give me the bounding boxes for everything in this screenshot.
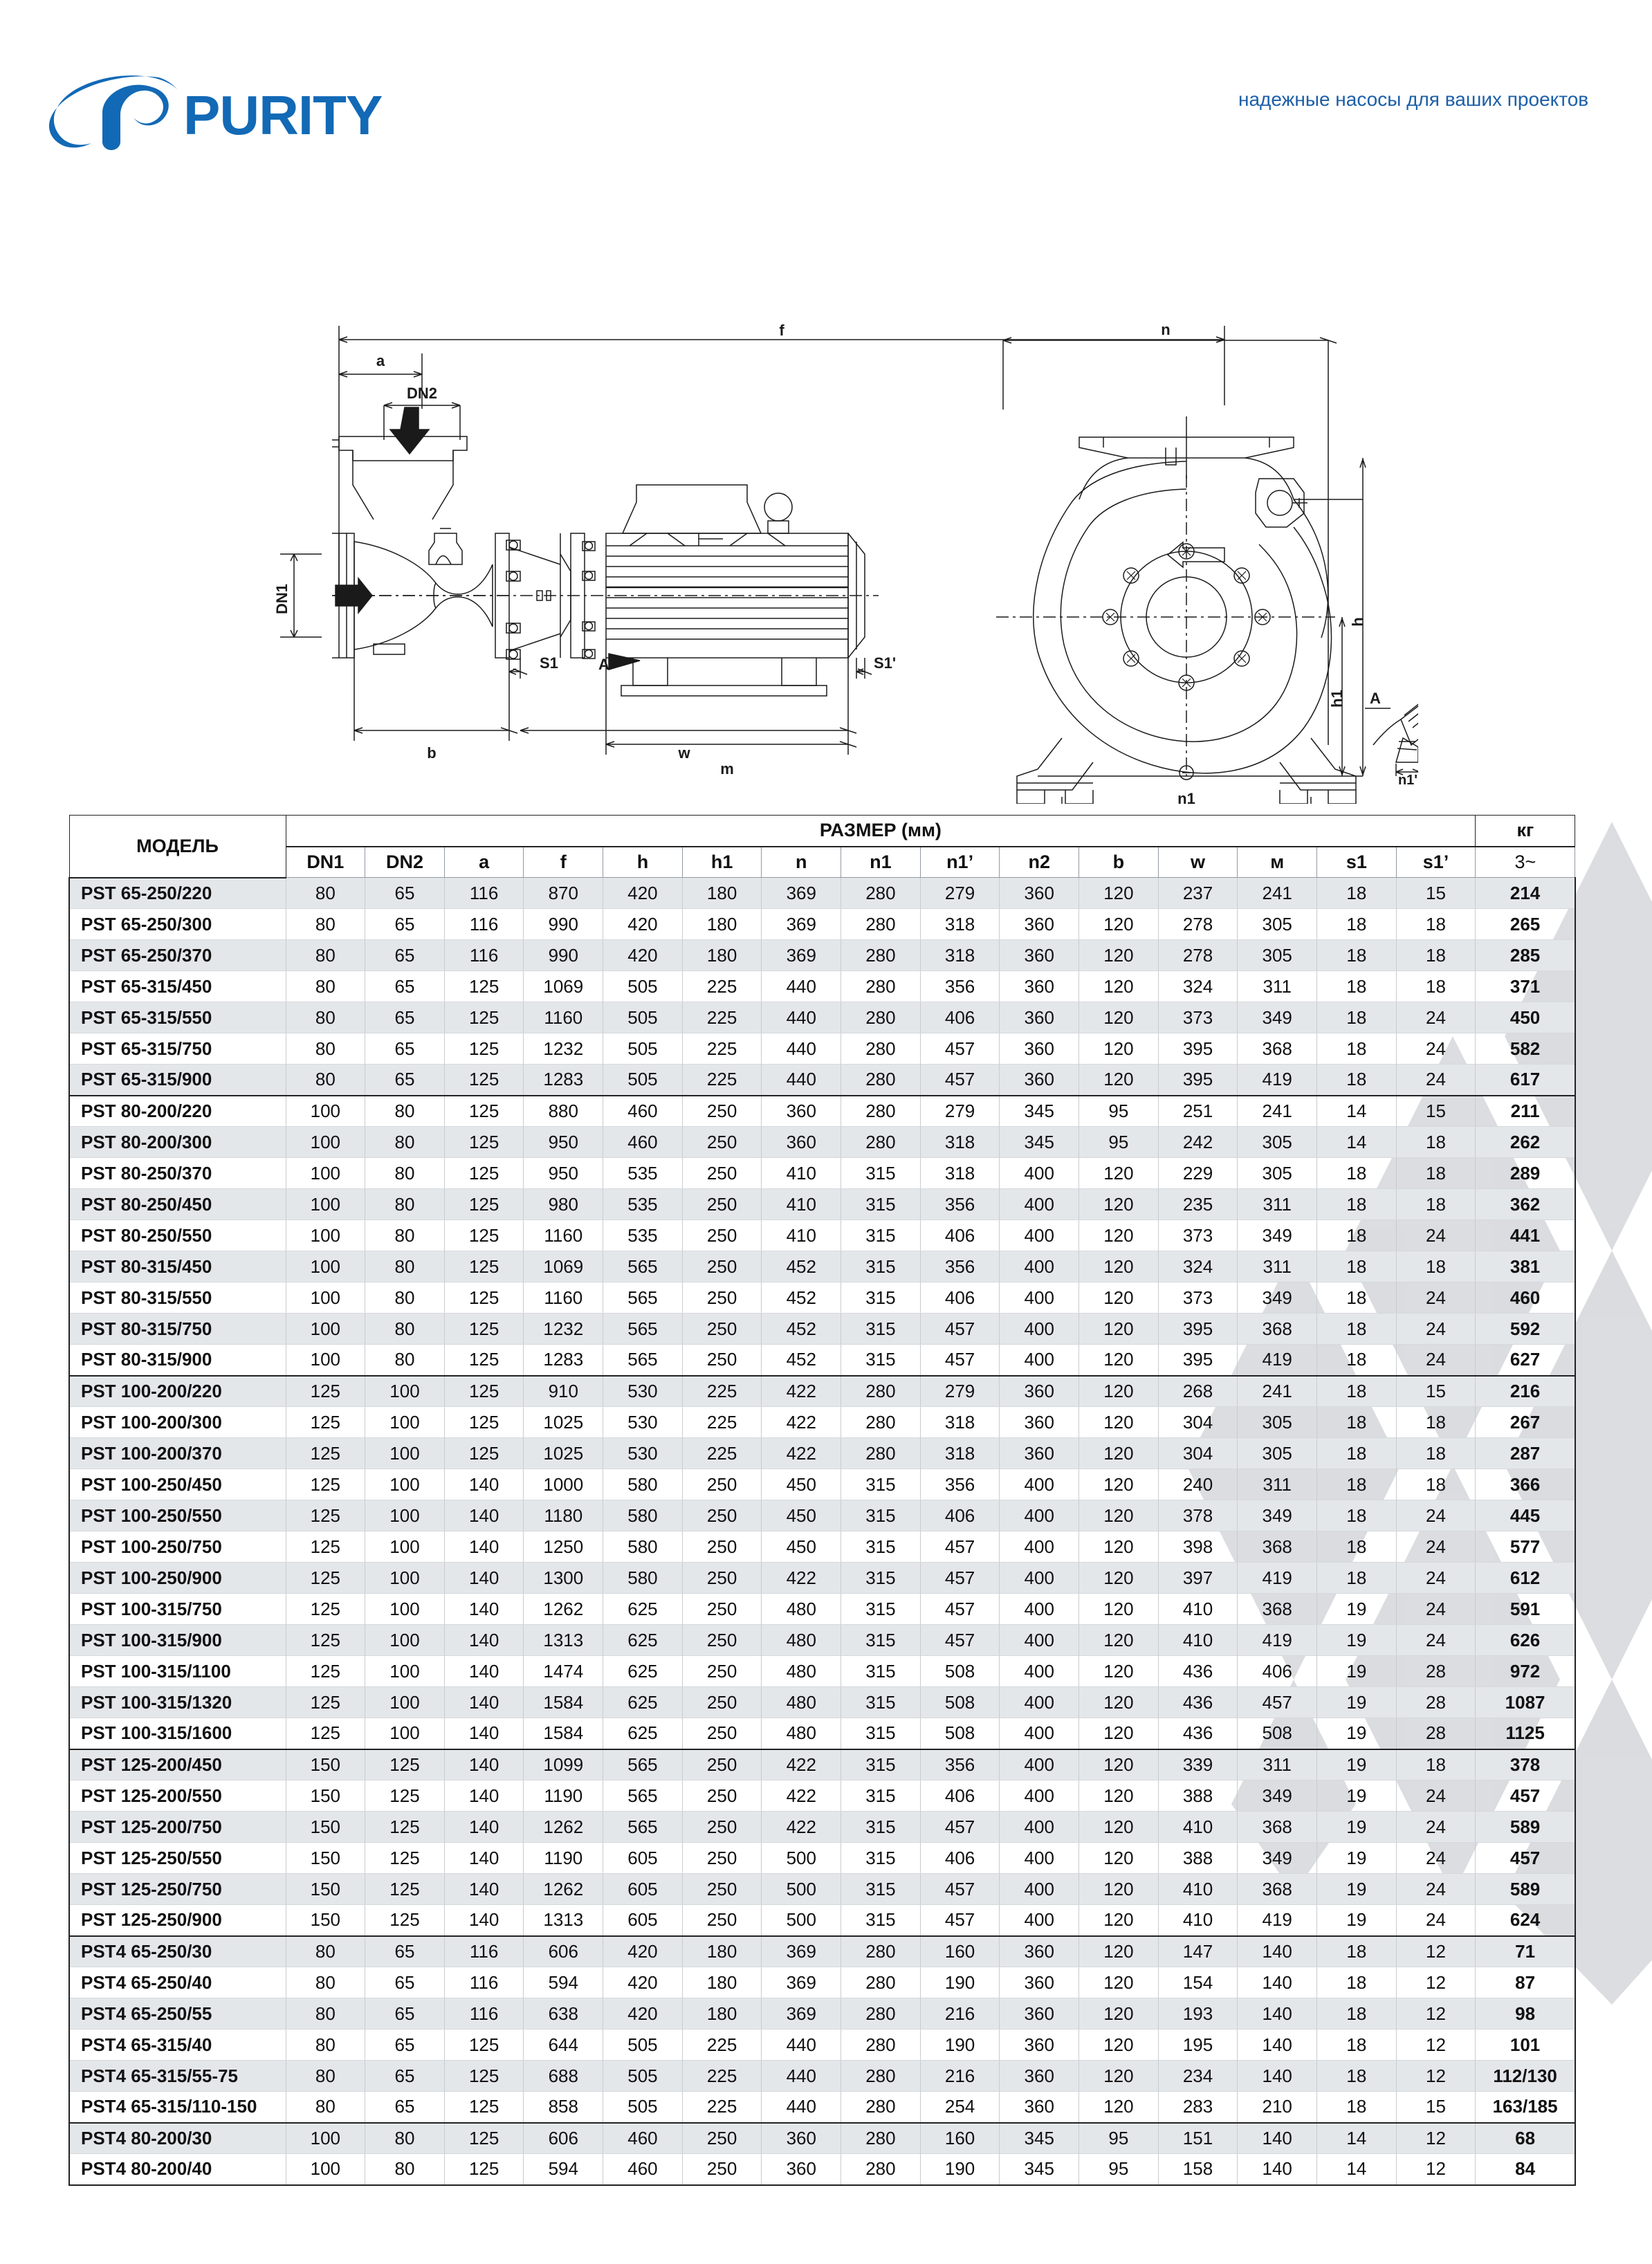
svg-text:m: m [720, 760, 734, 777]
svg-text:b: b [427, 744, 436, 762]
svg-text:h1: h1 [1328, 690, 1346, 708]
svg-text:A: A [1370, 690, 1381, 707]
svg-text:n: n [1161, 321, 1170, 338]
svg-text:DN2: DN2 [407, 385, 437, 402]
svg-text:n1: n1 [1177, 790, 1195, 804]
svg-text:f: f [779, 322, 784, 339]
svg-text:PURITY: PURITY [183, 84, 383, 146]
svg-text:a: a [376, 352, 385, 369]
svg-text:S1: S1 [540, 654, 558, 672]
svg-text:h: h [1349, 617, 1366, 626]
svg-text:n1': n1' [1398, 773, 1417, 788]
svg-text:S1': S1' [874, 654, 896, 672]
svg-text:DN1: DN1 [273, 584, 291, 614]
svg-text:A: A [598, 656, 609, 673]
svg-text:w: w [677, 744, 690, 762]
